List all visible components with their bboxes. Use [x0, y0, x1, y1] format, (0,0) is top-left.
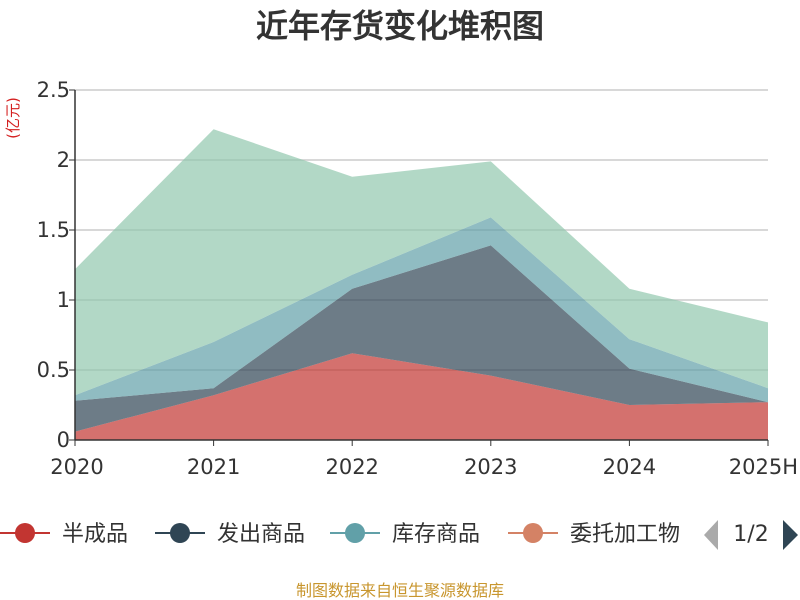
y-tick-label: 2.5 [37, 78, 70, 102]
area-series-4 [75, 129, 768, 396]
legend-marker [345, 523, 365, 543]
x-tick-label: 2022 [325, 455, 378, 479]
legend-label: 半成品 [62, 522, 128, 547]
legend-prev-icon[interactable] [704, 520, 718, 550]
legend[interactable]: 半成品 发出商品 库存商品 委托加工物 1/2 [0, 520, 798, 550]
y-axis-unit-label: (亿元) [4, 97, 22, 139]
legend-label: 委托加工物 [570, 522, 680, 547]
x-tick-label: 2021 [187, 455, 240, 479]
y-tick-label: 0.5 [37, 358, 70, 382]
legend-marker [170, 523, 190, 543]
area-series-0 [75, 353, 768, 440]
y-tick-label: 0 [57, 428, 70, 452]
legend-marker [15, 523, 35, 543]
legend-item[interactable]: 库存商品 [330, 522, 480, 547]
y-tick-label: 1 [57, 288, 70, 312]
legend-item[interactable]: 半成品 [0, 522, 128, 547]
legend-item[interactable]: 委托加工物 [508, 522, 680, 547]
x-tick-label: 2020 [50, 455, 103, 479]
axes: 0 0.5 1 1.5 2 2.5 2020 2021 2022 2023 2024 2025H [37, 78, 798, 479]
legend-page-indicator: 1/2 [733, 522, 768, 547]
legend-label: 发出商品 [217, 522, 305, 547]
area-series-2 [75, 217, 768, 403]
x-tick-label: 2023 [464, 455, 517, 479]
legend-next-icon[interactable] [783, 520, 798, 550]
y-tick-label: 1.5 [37, 218, 70, 242]
stacked-areas [75, 129, 768, 440]
chart-title: 近年存货变化堆积图 [256, 7, 544, 45]
legend-item[interactable]: 发出商品 [155, 522, 305, 547]
legend-label: 库存商品 [392, 522, 480, 547]
data-source-note: 制图数据来自恒生聚源数据库 [296, 581, 504, 600]
legend-marker [523, 523, 543, 543]
x-tick-label: 2025H [729, 455, 798, 479]
area-series-1 [75, 245, 768, 432]
x-tick-label: 2024 [603, 455, 656, 479]
y-tick-label: 2 [57, 148, 70, 172]
